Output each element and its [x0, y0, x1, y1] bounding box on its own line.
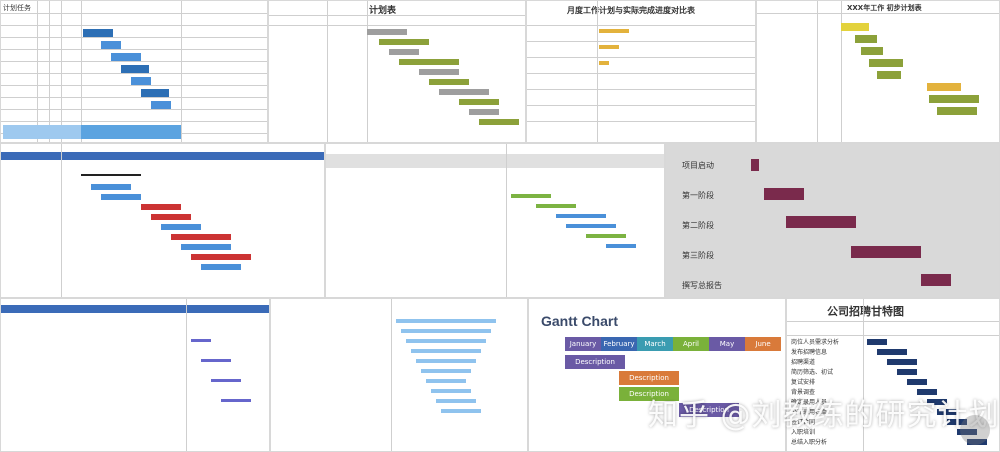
tile-6-row-2: 第一阶段	[682, 191, 714, 200]
gantt-chart-title: Gantt Chart	[541, 313, 618, 329]
task-bar-4: Description	[679, 403, 739, 417]
task-bar-1: Description	[565, 355, 625, 369]
tile-3-title: 月度工作计划与实际完成进度对比表	[567, 6, 695, 15]
recruit-row-6: 背景调查	[791, 389, 816, 396]
gantt-tile-10: Gantt Chart January February March April…	[528, 298, 786, 452]
month-feb: February	[601, 337, 637, 351]
recruit-row-5: 复试安排	[791, 379, 816, 386]
gantt-tile-1: 计划任务	[0, 0, 268, 143]
tile-4-title: XXX年工作 初步计划表	[847, 4, 922, 12]
gantt-tile-5	[0, 143, 325, 298]
gantt-tile-4: XXX年工作 初步计划表	[756, 0, 1000, 143]
tile-6-row-3: 第二阶段	[682, 221, 714, 230]
recruit-row-2: 发布招聘信息	[791, 349, 828, 356]
recruit-row-10: 入职培训	[791, 429, 816, 436]
tile-6-row-5: 撰写总报告	[682, 281, 722, 290]
tile-6-row-1: 项目启动	[682, 161, 714, 170]
recruit-row-11: 总结入职分析	[791, 439, 828, 446]
month-jun: June	[745, 337, 781, 351]
gantt-tile-7	[325, 143, 665, 298]
task-bar-3: Description	[619, 387, 679, 401]
watermark-text: 知乎 @刘教练的研究计划	[648, 398, 1000, 433]
gantt-tile-3: 月度工作计划与实际完成进度对比表	[526, 0, 756, 143]
month-jan: January	[565, 337, 601, 351]
recruit-row-4: 简历筛选、初试	[791, 369, 834, 376]
gantt-tile-9	[270, 298, 528, 452]
month-mar: March	[637, 337, 673, 351]
recruit-title: 公司招聘甘特图	[827, 305, 904, 318]
tile-2-title: 计划表	[369, 6, 397, 16]
tile-6-row-4: 第三阶段	[682, 251, 714, 260]
recruit-row-1: 岗位人员需求分析	[791, 339, 840, 346]
watermark-logo-icon	[960, 415, 990, 445]
gantt-tile-6: 项目启动 第一阶段 第二阶段 第三阶段 撰写总报告	[665, 143, 1000, 298]
month-may: May	[709, 337, 745, 351]
tile-1-label: 计划任务	[3, 4, 31, 12]
recruit-row-7: 确定录用人员	[791, 399, 828, 406]
month-apr: April	[673, 337, 709, 351]
task-bar-2: Description	[619, 371, 679, 385]
recruit-row-3: 招聘渠道	[791, 359, 816, 366]
gantt-tile-8	[0, 298, 270, 452]
gantt-tile-2: 计划表	[268, 0, 526, 143]
gantt-tile-11: 公司招聘甘特图 岗位人员需求分析 发布招聘信息 招聘渠道 简历筛选、初试 复试安…	[786, 298, 1000, 452]
recruit-row-9: 签订合同	[791, 419, 816, 426]
recruit-row-8: 公布录用名单	[791, 409, 828, 416]
